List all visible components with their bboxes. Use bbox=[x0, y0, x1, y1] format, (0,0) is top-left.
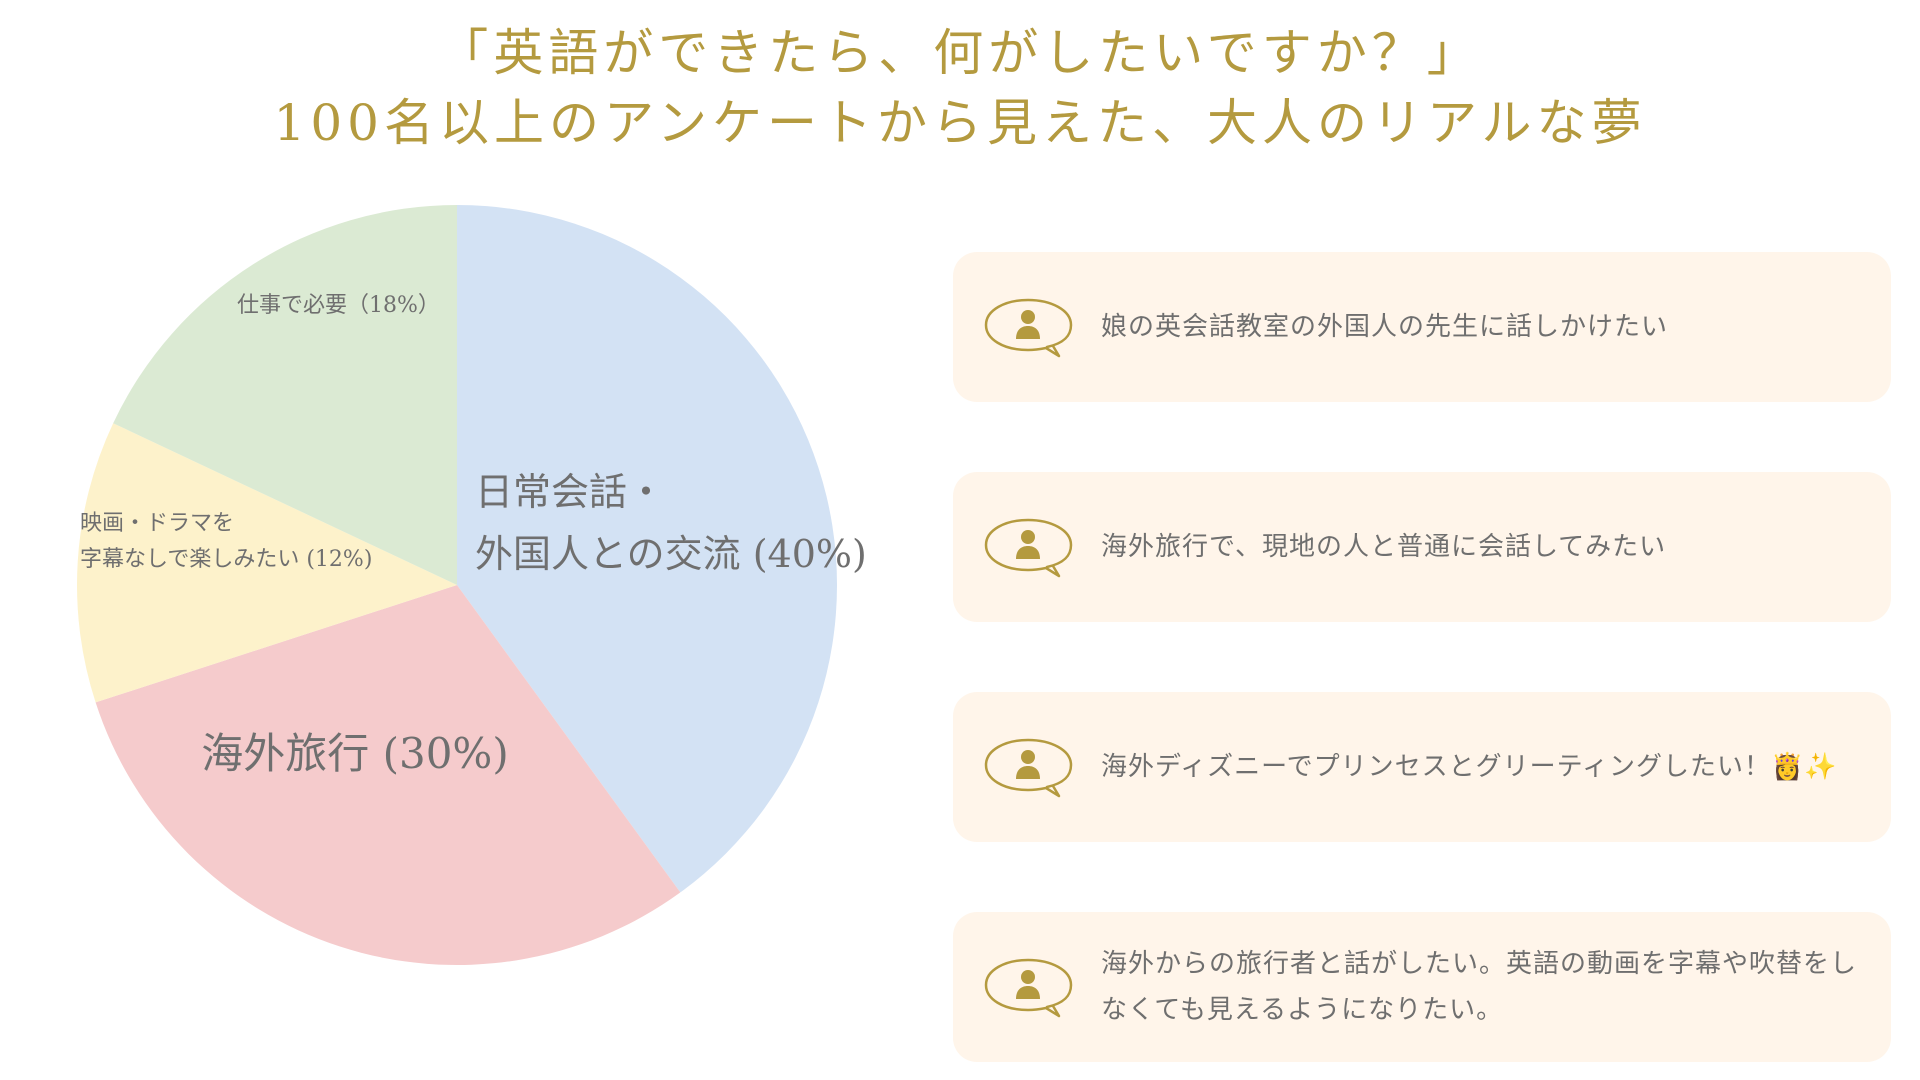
comment-card: 娘の英会話教室の外国人の先生に話しかけたい bbox=[953, 252, 1891, 402]
slice-label: 日常会話・外国人との交流 (40%) bbox=[475, 470, 867, 576]
comment-card: 海外旅行で、現地の人と普通に会話してみたい bbox=[953, 472, 1891, 622]
comment-card: 海外ディズニーでプリンセスとグリーティングしたい！👸✨ bbox=[953, 692, 1891, 842]
pie-slice bbox=[77, 423, 457, 703]
comment-text: 娘の英会話教室の外国人の先生に話しかけたい bbox=[1101, 312, 1669, 342]
page-subtitle: 100名以上のアンケートから見えた、大人のリアルな夢 bbox=[273, 94, 1647, 152]
speech-bubble-person-icon bbox=[984, 958, 1073, 1018]
comment-card: 海外からの旅行者と話がしたい。英語の動画を字幕や吹替をしなくても見えるようになり… bbox=[953, 912, 1891, 1062]
slice-label: 映画・ドラマを字幕なしで楽しみたい (12%) bbox=[80, 511, 372, 572]
comment-text: 海外からの旅行者と話がしたい。英語の動画を字幕や吹替をしなくても見えるようになり… bbox=[1101, 949, 1858, 1025]
comment-text: 海外ディズニーでプリンセスとグリーティングしたい！👸✨ bbox=[1101, 752, 1838, 782]
pie-slice bbox=[95, 585, 681, 966]
slice-label: 仕事で必要（18%） bbox=[237, 293, 440, 318]
comment-text: 海外旅行で、現地の人と普通に会話してみたい bbox=[1101, 532, 1667, 562]
page-header: 「英語ができたら、何がしたいですか？」 100名以上のアンケートから見えた、大人… bbox=[0, 18, 1920, 158]
speech-bubble-person-icon bbox=[984, 518, 1073, 578]
pie-slice bbox=[457, 205, 838, 893]
slice-label: 海外旅行 (30%) bbox=[201, 729, 508, 778]
page-title: 「英語ができたら、何がしたいですか？」 bbox=[438, 24, 1482, 82]
speech-bubble-person-icon bbox=[984, 738, 1073, 798]
speech-bubble-person-icon bbox=[984, 298, 1073, 358]
pie-slice bbox=[113, 205, 458, 585]
